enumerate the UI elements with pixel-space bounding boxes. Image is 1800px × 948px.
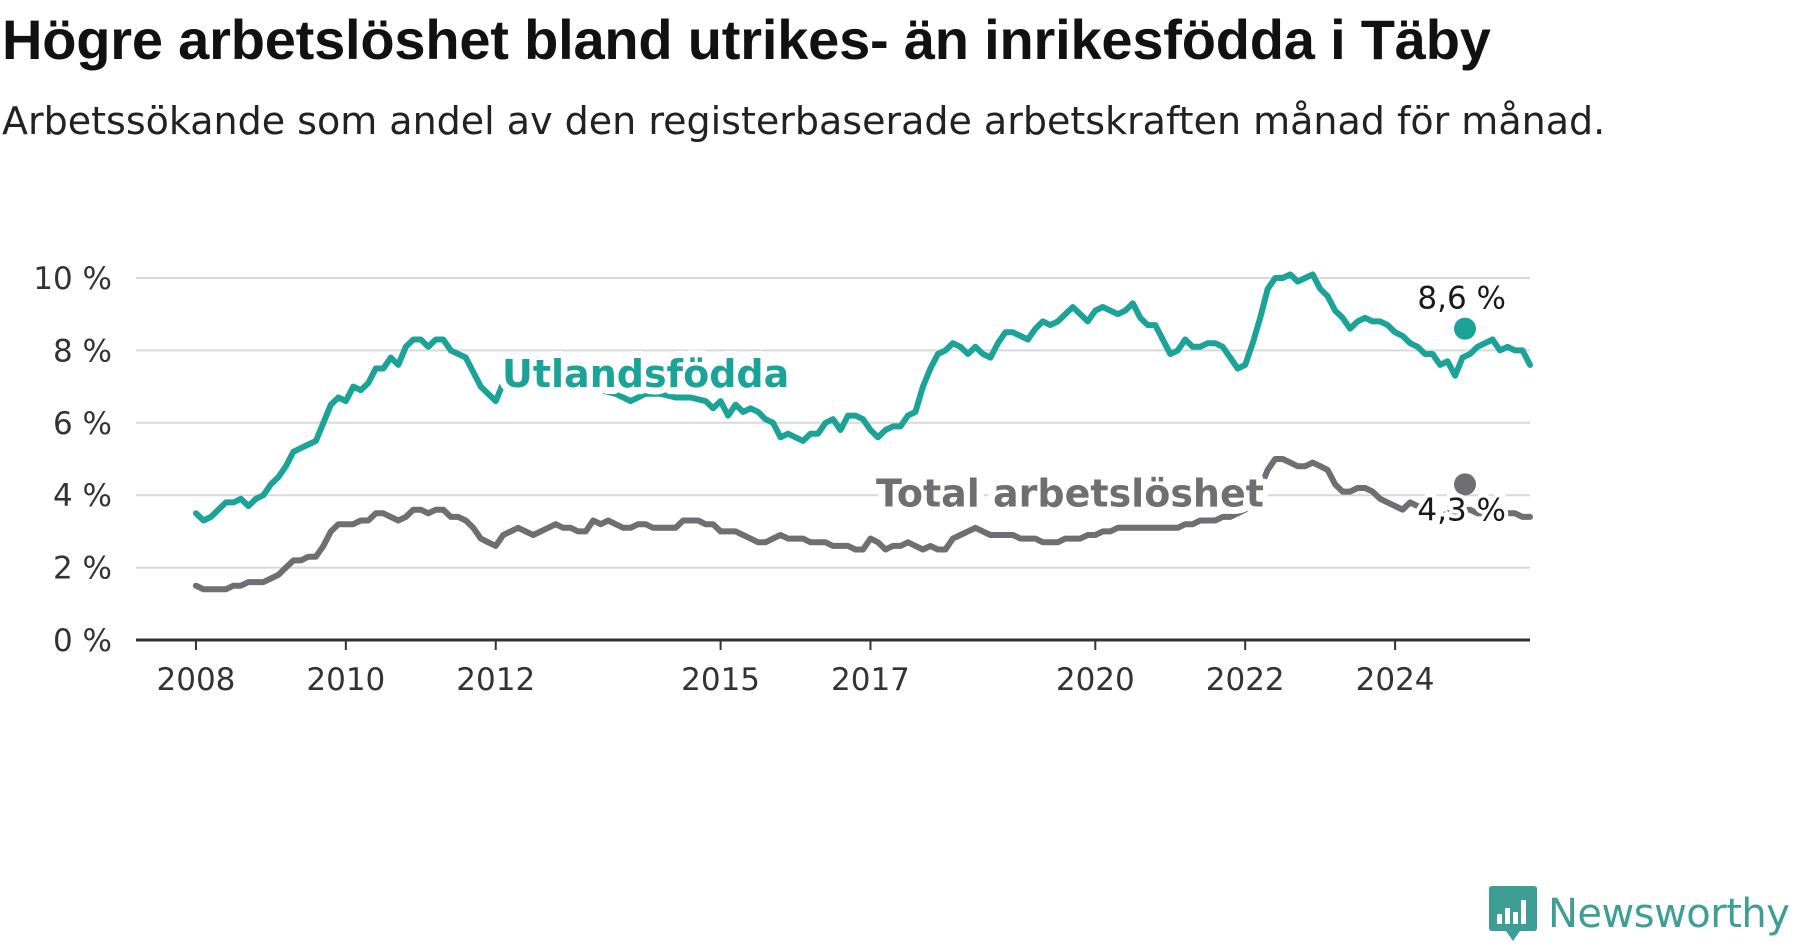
x-tick-label: 2024	[1356, 662, 1435, 698]
x-tick-label: 2017	[831, 662, 910, 698]
end-label-utlandsfodda: 8,6 %	[1417, 281, 1506, 317]
series-label-utlandsfodda: Utlandsfödda	[502, 352, 789, 396]
brand-name: Newsworthy	[1548, 891, 1790, 937]
x-tick-label: 2015	[681, 662, 760, 698]
y-tick-label: 6 %	[53, 406, 112, 442]
x-tick-label: 2012	[456, 662, 535, 698]
series-lines	[193, 271, 1533, 593]
x-tick-label: 2020	[1056, 662, 1135, 698]
series-line-utlandsfodda	[193, 271, 1533, 524]
y-tick-label: 0 %	[53, 623, 112, 659]
x-axis: 2008 2010 2012 2015 2017 2020 2022 2024	[136, 638, 1530, 698]
y-axis: 0 % 2 % 4 % 6 % 8 % 10 %	[33, 261, 112, 659]
y-tick-label: 8 %	[53, 333, 112, 369]
series-line-total	[193, 456, 1533, 593]
end-dot-utlandsfodda	[1454, 317, 1476, 340]
end-label-total: 4,3 %	[1417, 492, 1506, 528]
x-tick-label: 2008	[157, 662, 236, 698]
y-tick-label: 2 %	[53, 551, 112, 587]
end-dot-total	[1454, 473, 1476, 496]
y-tick-label: 10 %	[33, 261, 112, 297]
series-labels: 8,6 % 4,3 % Utlandsfödda Total arbetslöshet	[495, 277, 1510, 533]
chart-subtitle: Arbetssökande som andel av den registerb…	[2, 99, 1606, 143]
series-label-total: Total arbetslöshet	[876, 472, 1264, 516]
chart-title: Högre arbetslöshet bland utrikes- än inr…	[2, 8, 1491, 71]
y-tick-label: 4 %	[53, 478, 112, 514]
newsworthy-logo-icon	[1489, 886, 1537, 941]
x-tick-label: 2022	[1206, 662, 1285, 698]
newsworthy-brand[interactable]: Newsworthy	[1488, 884, 1790, 944]
x-tick-label: 2010	[306, 662, 385, 698]
